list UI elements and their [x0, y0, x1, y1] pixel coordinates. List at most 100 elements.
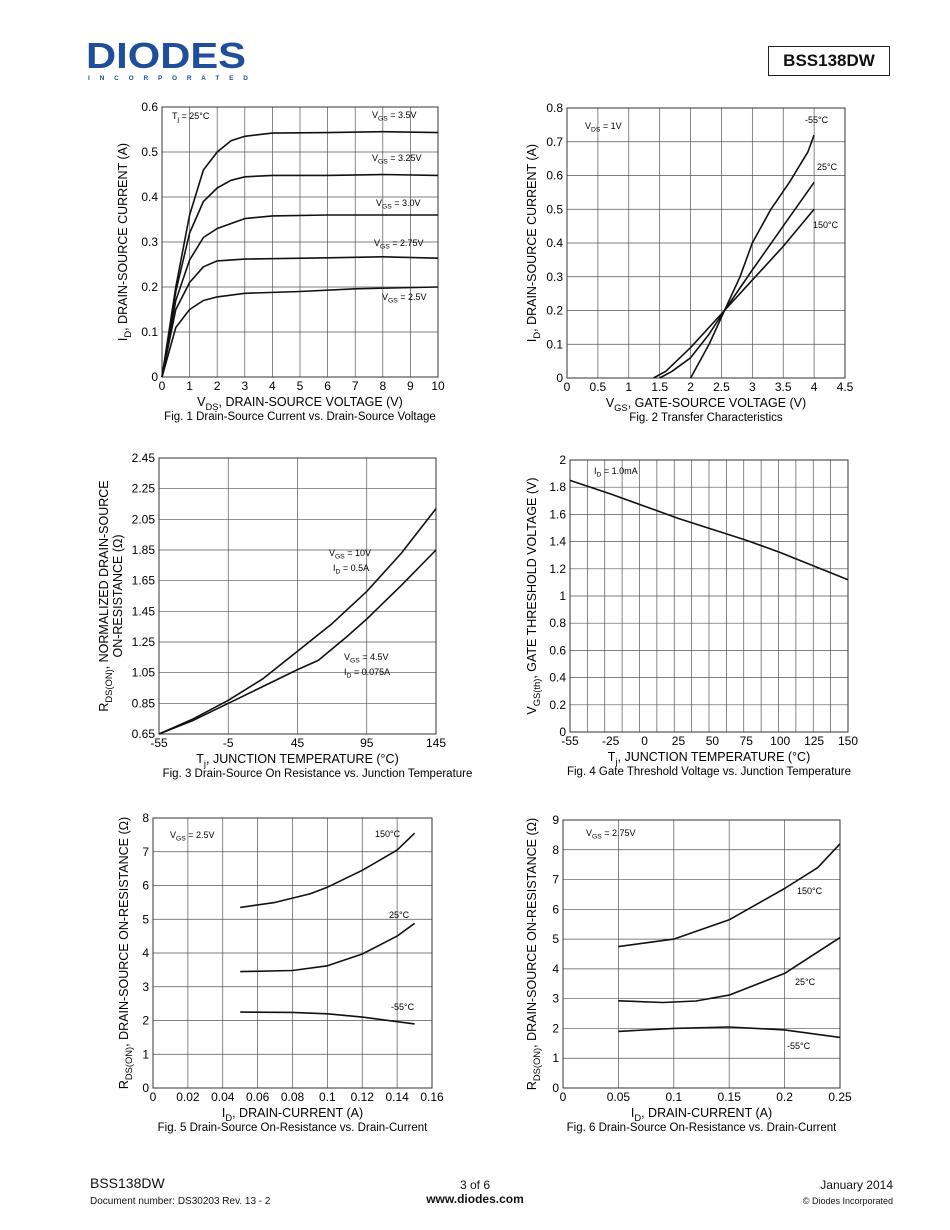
chart-fig-4: -55 -25 0 25 50 75 100 125 150 0 0.2 0.4 0.6 0.8 1 1.2 1… — [525, 453, 858, 778]
y-axis-title: ID​, DRAIN-SOURCE CURRENT (A) — [525, 144, 542, 342]
series-label: VGS​ = 3.0V — [376, 198, 421, 211]
figure-caption: Fig. 6 Drain-Source On-Resistance vs. Dr… — [567, 1122, 838, 1134]
x-axis-title: ID​, DRAIN-CURRENT (A) — [631, 1106, 772, 1123]
y-tick-label: 2.05 — [132, 512, 156, 526]
x-tick-label: 95 — [360, 736, 374, 750]
y-tick-label: 4 — [142, 946, 149, 960]
chart-condition-annotation: VGS​ = 2.5V — [170, 830, 215, 843]
y-tick-label: 0.6 — [546, 169, 563, 183]
y-tick-label: 3 — [142, 980, 149, 994]
chart-condition-annotation: ID​ = 1.0mA — [594, 466, 638, 479]
x-tick-label: 9 — [407, 379, 414, 393]
y-axis-title: VGS(th)​, GATE THRESHOLD VOLTAGE (V) — [525, 477, 542, 714]
x-tick-label: -25 — [602, 734, 620, 748]
y-tick-label: 0.2 — [141, 280, 158, 294]
y-tick-label: 0.6 — [141, 100, 158, 114]
x-tick-label: 0.5 — [590, 380, 607, 394]
y-tick-label: 1.8 — [549, 480, 566, 494]
figure-caption: Fig. 2 Transfer Characteristics — [629, 412, 783, 424]
series-label: 25°C — [389, 910, 410, 920]
x-tick-label: 0.12 — [351, 1090, 375, 1104]
x-tick-label: 45 — [291, 736, 305, 750]
y-tick-label: 5 — [142, 912, 149, 926]
x-tick-label: 0 — [564, 380, 571, 394]
x-tick-label: 2 — [687, 380, 694, 394]
x-tick-label: 4.5 — [837, 380, 854, 394]
series-label: VGS​ = 3.25V — [372, 153, 422, 166]
series-label: 25°C — [817, 162, 838, 172]
y-tick-label: 0.3 — [141, 235, 158, 249]
y-tick-label: 8 — [142, 811, 149, 825]
footer-website-link[interactable]: www.diodes.com — [426, 1192, 524, 1206]
x-tick-label: 0 — [641, 734, 648, 748]
x-tick-label: 1 — [186, 379, 193, 393]
plot-frame — [566, 107, 846, 379]
y-tick-label: 0.5 — [546, 202, 563, 216]
y-tick-label: 1.45 — [132, 604, 156, 618]
figure-caption: Fig. 1 Drain-Source Current vs. Drain-So… — [164, 411, 436, 423]
y-tick-label: 1.25 — [132, 635, 156, 649]
x-tick-label: 3 — [241, 379, 248, 393]
y-tick-label: 1.05 — [132, 666, 156, 680]
series-line — [161, 256, 439, 378]
x-axis-title: Tj​, JUNCTION TEMPERATURE (°C) — [196, 752, 398, 769]
y-tick-label: 0.8 — [546, 101, 563, 115]
y-tick-label: 5 — [552, 932, 559, 946]
x-tick-label: 0.08 — [281, 1090, 305, 1104]
y-tick-label: 1.65 — [132, 574, 156, 588]
series-line — [653, 208, 815, 379]
y-tick-label: 8 — [552, 843, 559, 857]
plot-frame — [161, 106, 439, 378]
series-line — [659, 181, 815, 379]
x-tick-label: 8 — [379, 379, 386, 393]
x-axis-title: VGS​, GATE-SOURCE VOLTAGE (V) — [606, 396, 806, 413]
y-tick-label: 7 — [142, 845, 149, 859]
x-tick-label: -55 — [150, 736, 168, 750]
footer-part-number: BSS138DW — [90, 1175, 165, 1191]
chart-condition-annotation: VGS​ = 2.75V — [586, 828, 636, 841]
x-tick-label: 5 — [297, 379, 304, 393]
y-tick-label: 0 — [142, 1081, 149, 1095]
y-axis-title: ID​, DRAIN-SOURCE CURRENT (A) — [116, 143, 133, 341]
figure-caption: Fig. 4 Gate Threshold Voltage vs. Juncti… — [567, 766, 851, 778]
y-tick-label: 0 — [552, 1081, 559, 1095]
series-label: -55°C — [805, 115, 829, 125]
series-label: VGS​ = 2.75V — [374, 238, 424, 251]
x-tick-label: 0 — [150, 1090, 157, 1104]
y-tick-label: 0.65 — [132, 727, 156, 741]
part-number-badge: BSS138DW — [768, 46, 890, 76]
chart-fig-6: 0 0.05 0.1 0.15 0.2 0.25 0 1 2 3 4 5 6 7 8 9 ID​, DRAIN-… — [525, 813, 852, 1134]
x-tick-label: 2.5 — [713, 380, 730, 394]
chart-condition-annotation: Tj​ = 25°C — [172, 111, 210, 124]
y-axis-title: ON-RESISTANCE (Ω) — [111, 534, 125, 657]
y-tick-label: 0.4 — [549, 671, 566, 685]
y-axis-title: RDS(ON)​, DRAIN-SOURCE ON-RESISTANCE (Ω) — [117, 817, 134, 1089]
y-tick-label: 1.2 — [549, 562, 566, 576]
y-axis-title: RDS(ON)​, NORMALIZED DRAIN-SOURCE — [97, 480, 114, 711]
y-tick-label: 9 — [552, 813, 559, 827]
x-tick-label: 50 — [706, 734, 720, 748]
y-tick-label: 4 — [552, 962, 559, 976]
x-tick-label: 3.5 — [775, 380, 792, 394]
y-tick-label: 1 — [552, 1051, 559, 1065]
x-tick-label: 1 — [625, 380, 632, 394]
y-tick-label: 0.4 — [546, 236, 563, 250]
figure-caption: Fig. 3 Drain-Source On Resistance vs. Ju… — [163, 768, 473, 780]
y-tick-label: 2 — [142, 1014, 149, 1028]
y-tick-label: 2.45 — [132, 451, 156, 465]
x-tick-label: 125 — [804, 734, 824, 748]
x-axis-title: VDS​, DRAIN-SOURCE VOLTAGE (V) — [197, 395, 403, 412]
x-tick-label: -55 — [561, 734, 579, 748]
y-tick-label: 6 — [552, 902, 559, 916]
y-tick-label: 2.25 — [132, 482, 156, 496]
series-label: VGS​ = 4.5V — [344, 652, 389, 665]
x-tick-label: 4 — [811, 380, 818, 394]
x-tick-label: 0.16 — [420, 1090, 444, 1104]
series-line — [161, 214, 438, 378]
series-label: 150°C — [375, 829, 401, 839]
chart-fig-2: 0 0.5 1 1.5 2 2.5 3 3.5 4 4.5 0 0.1 0.2 0.3 0.4 0.5 0.6 0… — [525, 101, 854, 424]
x-tick-label: 0.14 — [385, 1090, 409, 1104]
x-tick-label: 150 — [838, 734, 858, 748]
x-tick-label: 0.02 — [176, 1090, 200, 1104]
